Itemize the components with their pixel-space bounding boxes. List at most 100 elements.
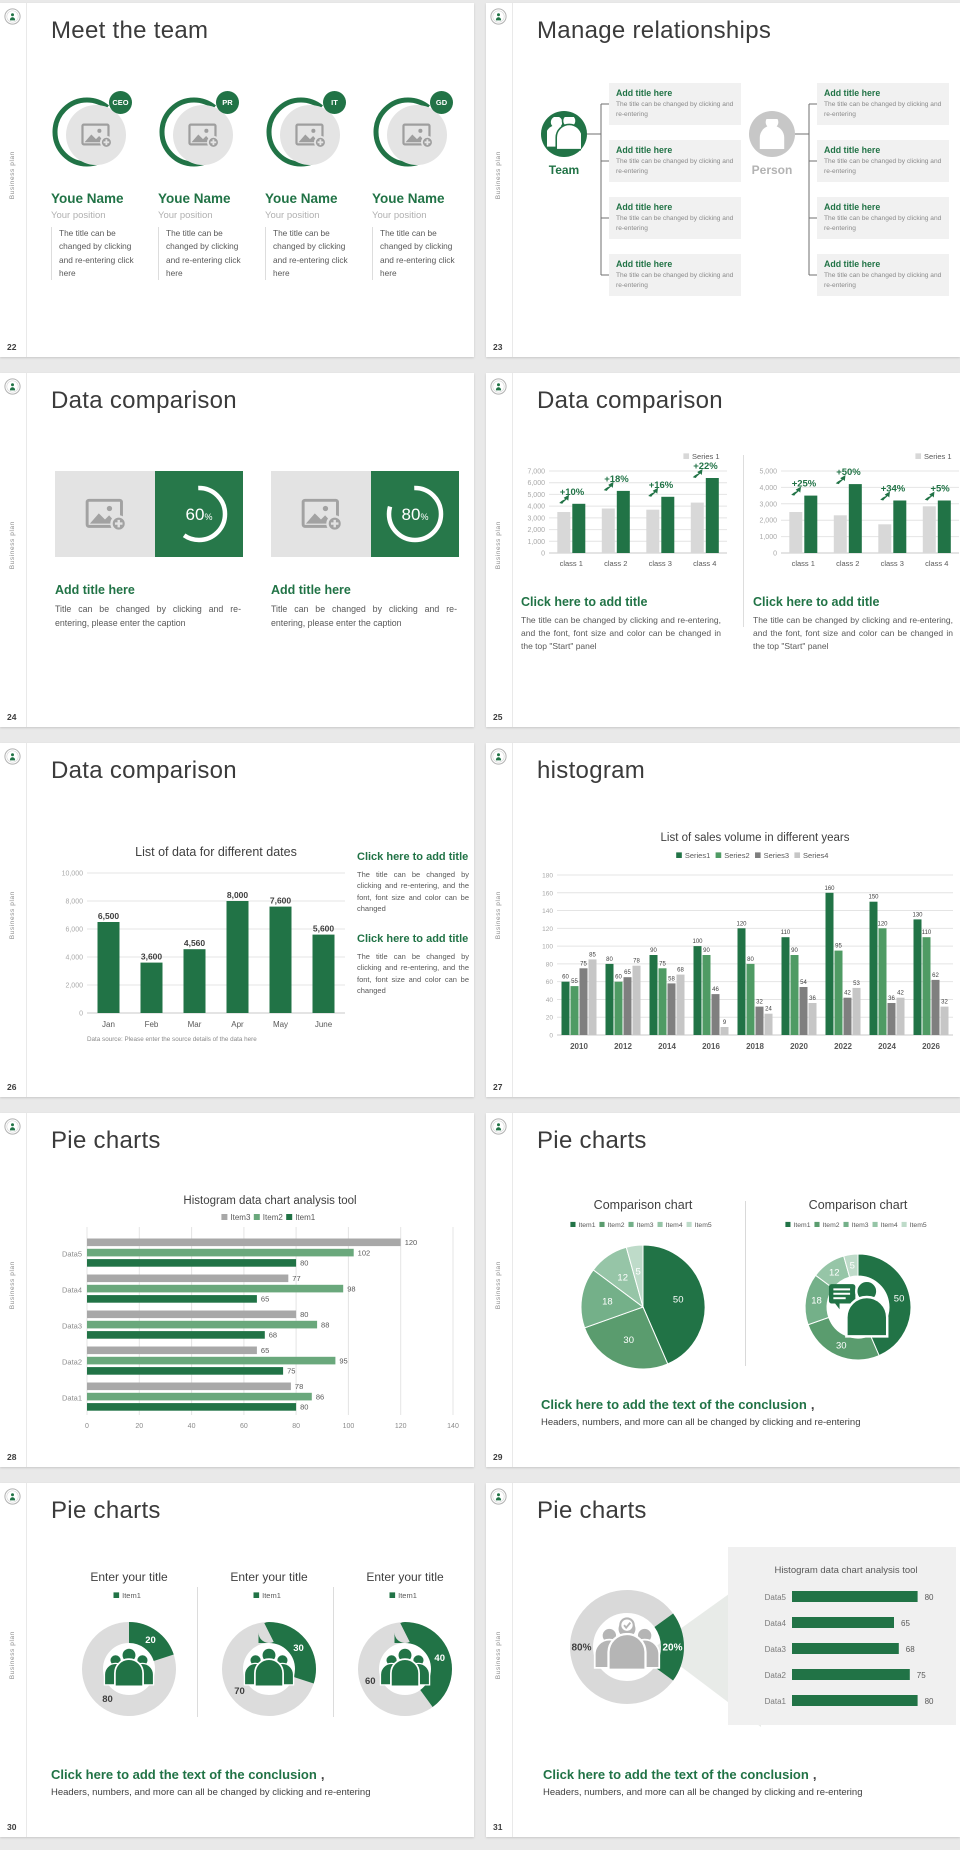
member-name: Youe Name — [51, 191, 124, 206]
slide-sidebar: Business plan 30 — [0, 1483, 27, 1837]
slide-title: Data comparison — [537, 387, 723, 414]
svg-text:140: 140 — [447, 1423, 459, 1430]
svg-text:60: 60 — [562, 975, 569, 981]
slide-page-number: 23 — [493, 342, 503, 352]
svg-text:Feb: Feb — [145, 1020, 159, 1029]
role-badge: PR — [216, 91, 239, 114]
block-body: The title can be changed by clicking and… — [357, 952, 469, 995]
donut-chart: Enter your title Item1 30 70 — [201, 1567, 337, 1729]
slide-22[interactable]: Business plan 22 Meet the team CEO Youe … — [0, 3, 474, 357]
template-logo-icon — [490, 8, 507, 25]
svg-text:6,000: 6,000 — [65, 927, 83, 934]
team-member-card: PR Youe Name Your position The title can… — [158, 91, 258, 321]
slide-30[interactable]: Business plan 30 Pie charts Enter your t… — [0, 1483, 474, 1837]
svg-text:1,000: 1,000 — [527, 539, 545, 546]
svg-text:5,000: 5,000 — [759, 469, 777, 476]
conclusion: Click here to add the text of the conclu… — [51, 1767, 371, 1798]
relation-box: Add title here The title can be changed b… — [817, 197, 949, 239]
horizontal-bar-chart: Histogram data chart analysis tool Data5 8… — [728, 1547, 956, 1725]
donut-chart: 20% 80% — [539, 1559, 715, 1735]
template-logo-icon — [490, 748, 507, 765]
svg-text:80: 80 — [606, 957, 613, 963]
svg-text:75: 75 — [580, 961, 587, 967]
member-position: Your position — [265, 210, 320, 221]
svg-text:30: 30 — [293, 1643, 304, 1654]
svg-text:Series 1: Series 1 — [692, 452, 720, 461]
svg-text:95: 95 — [339, 1356, 347, 1365]
svg-text:2,000: 2,000 — [65, 983, 83, 990]
block-body: The title can be changed by clicking and… — [521, 615, 721, 651]
role-badge: CEO — [109, 91, 132, 114]
svg-text:62: 62 — [932, 973, 939, 979]
svg-text:75: 75 — [659, 961, 666, 967]
svg-text:Item1: Item1 — [122, 1591, 141, 1600]
relation-box-title: Add title here — [616, 145, 673, 155]
svg-text:110: 110 — [922, 930, 932, 936]
svg-text:95: 95 — [835, 944, 842, 950]
svg-text:60%: 60% — [186, 505, 213, 524]
percent-donut-chart: 60% — [159, 474, 239, 554]
svg-text:40: 40 — [434, 1653, 445, 1664]
member-position: Your position — [372, 210, 427, 221]
card-body: Title can be changed by clicking and re-… — [271, 604, 457, 628]
svg-text:+34%: +34% — [881, 484, 906, 495]
template-logo-icon — [4, 1118, 21, 1135]
svg-text:100: 100 — [692, 939, 703, 945]
svg-text:80: 80 — [300, 1259, 308, 1268]
slide-28[interactable]: Business plan 28 Pie charts 0 20 40 60 80 100… — [0, 1113, 474, 1467]
conclusion: Click here to add the text of the conclu… — [543, 1767, 863, 1798]
vertical-brand-label: Business plan — [9, 1631, 16, 1680]
percent-donut-chart: 80% — [375, 474, 455, 554]
svg-text:20%: 20% — [662, 1643, 682, 1654]
person-icon — [757, 119, 787, 149]
svg-text:50: 50 — [673, 1295, 684, 1306]
slide-27[interactable]: Business plan 27 histogram 0 20 40 60 80 100 1… — [486, 743, 960, 1097]
svg-text:130: 130 — [912, 912, 923, 918]
conclusion-body: Headers, numbers, and more can all be ch… — [541, 1417, 861, 1428]
svg-text:160: 160 — [542, 890, 553, 897]
svg-text:Comparison chart: Comparison chart — [594, 1198, 693, 1212]
svg-text:65: 65 — [901, 1619, 910, 1628]
conclusion-comma: , — [810, 1397, 815, 1412]
member-name: Youe Name — [265, 191, 338, 206]
svg-text:77: 77 — [292, 1274, 300, 1283]
svg-text:8,000: 8,000 — [65, 899, 83, 906]
svg-text:80%: 80% — [571, 1643, 591, 1654]
slide-page-number: 27 — [493, 1082, 503, 1092]
svg-text:68: 68 — [677, 968, 684, 974]
relation-box: Add title here The title can be changed b… — [817, 83, 949, 125]
team-circle — [541, 111, 587, 157]
slide-title: Data comparison — [51, 387, 237, 414]
slide-29[interactable]: Business plan 29 Pie charts Comparison c… — [486, 1113, 960, 1467]
relation-box-body: The title can be changed by clicking and… — [824, 158, 942, 175]
block-title: Click here to add title — [357, 933, 469, 945]
grouped-bar-chart: 0 1,000 2,000 3,000 4,000 5,000 6,000 7,000 +10%… — [517, 449, 731, 579]
donut-chart: Comparison chart Item1 Item2 Item3 Item4 Item… — [756, 1195, 960, 1380]
pie-chart: Comparison chart Item1 Item2 Item3 Item4 Item… — [541, 1195, 746, 1380]
svg-text:Data2: Data2 — [62, 1358, 82, 1367]
slide-23[interactable]: Business plan 23 Manage relationships Te… — [486, 3, 960, 357]
svg-text:6,000: 6,000 — [527, 480, 545, 487]
slide-31[interactable]: Business plan 31 Pie charts Histogram da… — [486, 1483, 960, 1837]
svg-text:Comparison chart: Comparison chart — [809, 1198, 908, 1212]
slide-page-number: 26 — [7, 1082, 17, 1092]
team-member-card: CEO Youe Name Your position The title ca… — [51, 91, 151, 321]
relation-box: Add title here The title can be changed b… — [817, 140, 949, 182]
svg-text:75: 75 — [287, 1367, 295, 1376]
svg-text:68: 68 — [906, 1645, 915, 1654]
svg-text:3,000: 3,000 — [759, 501, 777, 508]
vertical-brand-label: Business plan — [495, 1261, 502, 1310]
slide-25[interactable]: Business plan 25 Data comparison 0 1,000 2… — [486, 373, 960, 727]
slide-24[interactable]: Business plan 24 Data comparison 60% 80%… — [0, 373, 474, 727]
slide-26[interactable]: Business plan 26 Data comparison 0 2,000 4… — [0, 743, 474, 1097]
relation-box-body: The title can be changed by clicking and… — [616, 101, 734, 118]
svg-text:Series 1: Series 1 — [924, 452, 952, 461]
svg-text:Item1: Item1 — [262, 1591, 281, 1600]
slide-page-number: 28 — [7, 1452, 17, 1462]
svg-text:80: 80 — [925, 1697, 934, 1706]
svg-text:Apr: Apr — [231, 1020, 244, 1029]
svg-text:4,560: 4,560 — [184, 938, 206, 948]
svg-text:85: 85 — [589, 952, 596, 958]
svg-text:Histogram data chart analysis: Histogram data chart analysis tool — [774, 1565, 917, 1576]
slide-sidebar: Business plan 28 — [0, 1113, 27, 1467]
